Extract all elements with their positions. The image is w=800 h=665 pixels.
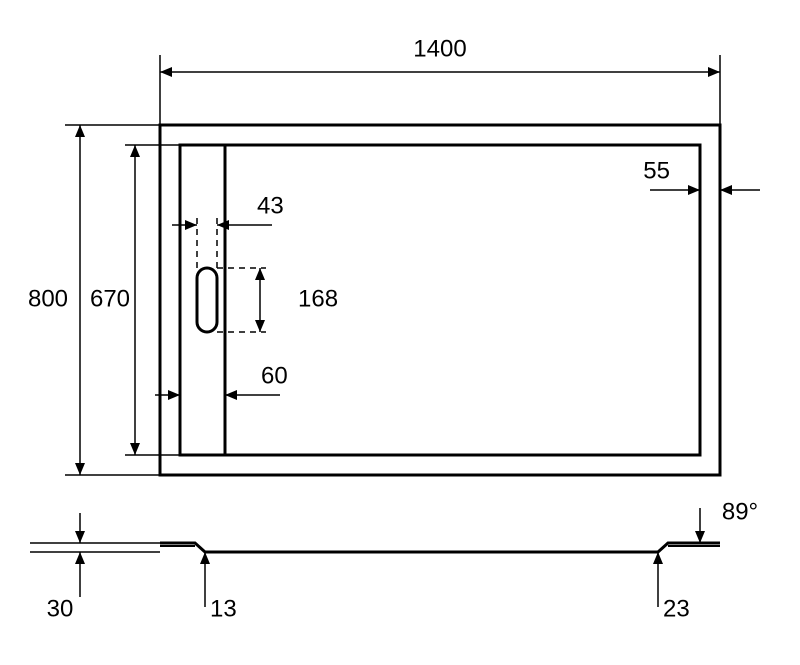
top-view — [160, 125, 720, 475]
dim-23: 23 — [663, 595, 690, 622]
dim-89: 89° — [722, 498, 758, 525]
dim-800: 800 — [28, 285, 68, 312]
dim-1400: 1400 — [413, 35, 466, 62]
dim-30: 30 — [47, 595, 74, 622]
dim-13: 13 — [210, 595, 237, 622]
side-profile-view — [160, 535, 720, 565]
drain-slot — [197, 268, 217, 332]
dim-670: 670 — [90, 285, 130, 312]
